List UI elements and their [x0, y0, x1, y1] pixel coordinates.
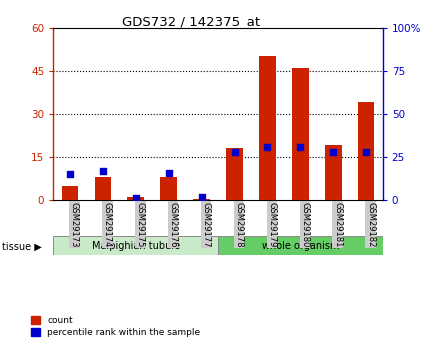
Point — [99, 168, 106, 174]
Point — [264, 144, 271, 149]
Bar — [53, 236, 218, 255]
Text: GSM29175: GSM29175 — [136, 202, 145, 247]
Text: tissue ▶: tissue ▶ — [2, 242, 42, 252]
Bar — [218, 236, 383, 255]
Point — [165, 170, 172, 175]
Point — [297, 145, 304, 150]
Point — [198, 194, 205, 199]
Text: GDS732 / 142375_at: GDS732 / 142375_at — [122, 16, 260, 29]
Text: GSM29176: GSM29176 — [169, 202, 178, 247]
Text: GSM29173: GSM29173 — [70, 202, 79, 247]
Text: GSM29179: GSM29179 — [267, 202, 276, 247]
Legend: count, percentile rank within the sample: count, percentile rank within the sample — [31, 316, 201, 337]
Point — [363, 149, 370, 155]
Bar — [325, 146, 342, 200]
Point — [132, 196, 139, 201]
Bar — [194, 199, 210, 200]
Point — [231, 149, 238, 155]
Text: whole organism: whole organism — [262, 241, 339, 251]
Bar — [161, 177, 177, 200]
Text: GSM29182: GSM29182 — [366, 202, 375, 247]
Text: GSM29178: GSM29178 — [235, 202, 243, 247]
Text: Malpighian tubule: Malpighian tubule — [92, 241, 180, 251]
Bar — [259, 56, 276, 200]
Point — [330, 149, 337, 155]
Bar — [128, 197, 144, 200]
Text: GSM29174: GSM29174 — [103, 202, 112, 247]
Point — [66, 171, 73, 177]
Bar — [358, 102, 375, 200]
Bar — [62, 186, 78, 200]
Text: GSM29180: GSM29180 — [300, 202, 309, 247]
Bar — [292, 68, 309, 200]
Bar — [95, 177, 111, 200]
Bar — [227, 148, 243, 200]
Text: GSM29181: GSM29181 — [333, 202, 342, 247]
Text: GSM29177: GSM29177 — [202, 202, 210, 247]
